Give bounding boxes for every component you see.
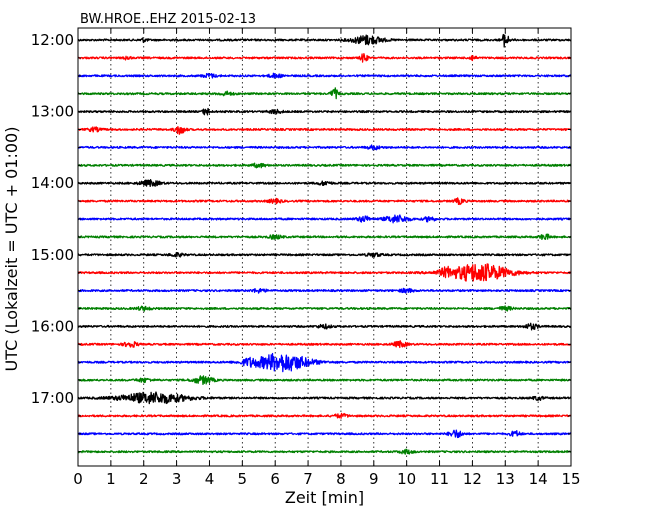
trace-line [77, 352, 572, 373]
x-tick-label: 2 [139, 470, 149, 488]
trace-line [77, 87, 572, 100]
x-tick-label: 12 [463, 470, 482, 488]
y-axis-label: UTC (Lokalzeit = UTC + 01:00) [2, 127, 21, 372]
chart-title: BW.HROE..EHZ 2015-02-13 [80, 12, 257, 27]
x-tick-label: 3 [172, 470, 182, 488]
y-tick-label: 17:00 [31, 389, 74, 407]
y-tick-label: 12:00 [31, 31, 74, 49]
x-tick-label: 15 [561, 470, 580, 488]
trace-line [77, 375, 572, 386]
x-tick-label: 6 [270, 470, 280, 488]
trace-line [77, 125, 572, 135]
x-tick-label: 7 [303, 470, 313, 488]
trace-line [77, 251, 572, 258]
trace-line [77, 33, 572, 48]
trace-line [77, 144, 572, 151]
x-tick-label: 13 [496, 470, 515, 488]
x-tick-label: 11 [430, 470, 449, 488]
trace-line [77, 391, 572, 405]
trace-line [77, 197, 572, 206]
y-tick-label: 13:00 [31, 103, 74, 121]
trace-line [77, 340, 572, 349]
x-tick-label: 4 [205, 470, 215, 488]
trace-line [77, 305, 572, 312]
y-tick-label: 14:00 [31, 174, 74, 192]
trace-line [77, 72, 572, 79]
x-tick-label: 14 [529, 470, 548, 488]
x-tick-label: 10 [397, 470, 416, 488]
trace-line [77, 448, 572, 455]
x-axis-label: Zeit [min] [285, 488, 364, 507]
trace-line [77, 412, 572, 419]
trace-line [77, 322, 572, 331]
x-tick-label: 8 [336, 470, 346, 488]
trace-line [77, 179, 572, 188]
x-tick-label: 5 [238, 470, 248, 488]
y-tick-label: 15:00 [31, 246, 74, 264]
x-tick-label: 0 [73, 470, 83, 488]
trace-line [77, 429, 572, 439]
trace-line [77, 162, 572, 169]
trace-line [77, 287, 572, 294]
trace-line [77, 107, 572, 116]
trace-line [77, 233, 572, 241]
x-tick-label: 1 [106, 470, 116, 488]
trace-line [77, 53, 572, 63]
plot-frame [77, 27, 572, 467]
x-tick-label: 9 [369, 470, 379, 488]
trace-line [77, 263, 572, 282]
trace-line [77, 214, 572, 224]
y-tick-label: 16:00 [31, 317, 74, 335]
